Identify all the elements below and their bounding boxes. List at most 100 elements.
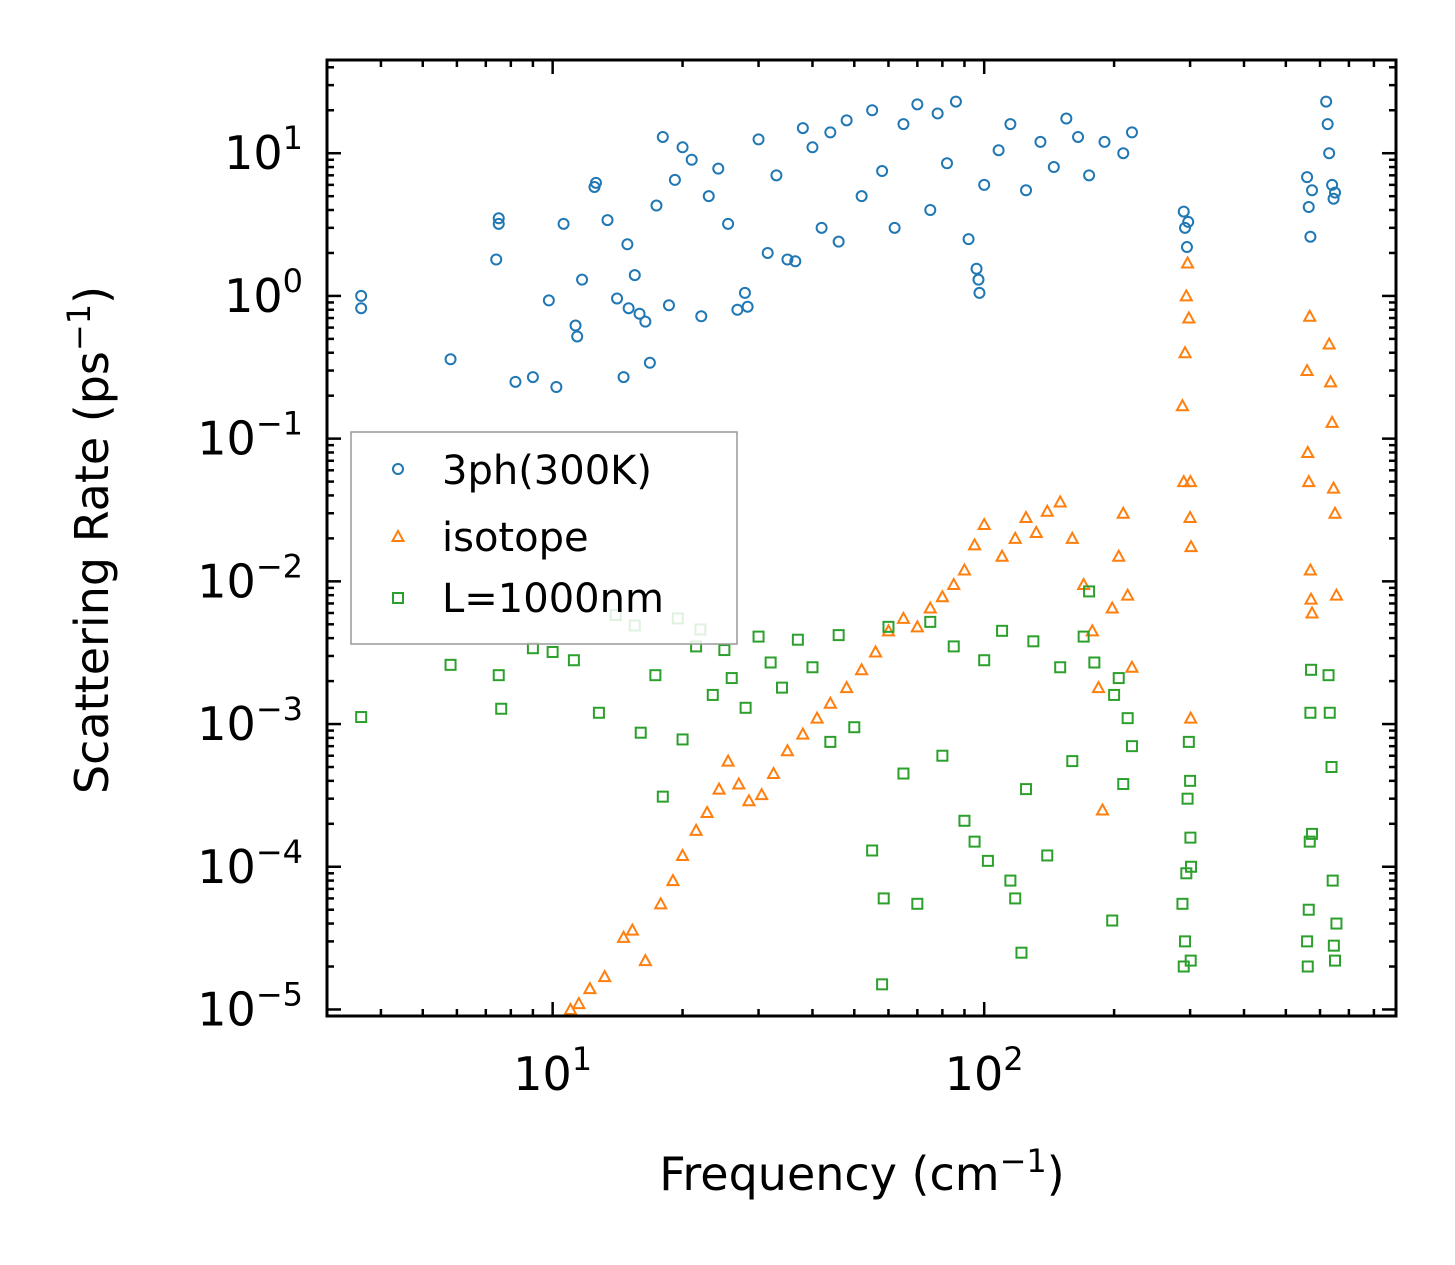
data-point: [492, 217, 505, 230]
data-point: [1018, 509, 1034, 524]
data-point: [656, 790, 669, 803]
data-point: [1179, 221, 1192, 234]
data-point: [848, 721, 861, 734]
data-point: [601, 214, 614, 227]
data-point: [1182, 215, 1195, 228]
data-point: [711, 781, 727, 795]
data-point: [977, 516, 992, 531]
data-point: [923, 600, 938, 614]
series-2: [355, 585, 1343, 991]
data-point: [1179, 288, 1194, 302]
data-point: [947, 640, 960, 653]
data-point: [656, 130, 669, 143]
data-point: [1083, 585, 1096, 598]
data-point: [1303, 591, 1319, 605]
data-point: [1326, 874, 1339, 887]
data-point: [1329, 186, 1342, 199]
data-point: [868, 644, 883, 658]
data-point: [1098, 135, 1111, 148]
data-point: [1323, 374, 1338, 388]
data-point: [1321, 336, 1337, 350]
data-point: [653, 896, 668, 910]
data-point: [739, 701, 752, 714]
x-tick-label-exp: 1: [572, 1040, 592, 1078]
y-axis-label-sup: −1: [60, 304, 98, 351]
data-point: [1065, 530, 1080, 544]
data-point: [1095, 802, 1110, 816]
data-point: [1120, 587, 1135, 601]
data-point: [832, 235, 845, 248]
data-point: [866, 844, 879, 857]
data-point: [597, 969, 612, 983]
data-point: [1306, 184, 1319, 197]
data-point: [1300, 444, 1315, 458]
data-point: [1322, 669, 1335, 682]
data-point: [718, 644, 731, 657]
data-point: [935, 589, 950, 603]
data-point: [931, 107, 944, 120]
data-point: [699, 804, 715, 819]
data-point: [1303, 835, 1316, 848]
data-point: [946, 576, 961, 591]
data-point: [576, 273, 589, 286]
data-point: [1303, 562, 1318, 576]
data-point: [1183, 474, 1198, 488]
data-point: [789, 255, 802, 268]
data-point: [542, 294, 555, 307]
data-point: [1327, 939, 1340, 952]
data-point: [1306, 827, 1319, 840]
data-point: [910, 619, 925, 633]
data-point: [643, 356, 656, 369]
y-tick-label-exp: −4: [256, 833, 303, 871]
y-tick-label-base: 10: [224, 126, 283, 180]
data-point: [1301, 171, 1314, 184]
data-point: [1304, 605, 1320, 619]
legend-label-3ph: 3ph(300K): [442, 448, 652, 494]
data-point: [824, 126, 837, 139]
data-point: [490, 253, 503, 266]
data-point: [770, 169, 783, 182]
data-point: [1008, 530, 1023, 544]
data-point: [1320, 95, 1333, 108]
x-tick-label-base: 10: [945, 1047, 1004, 1101]
legend-marker-isotope-triangle-icon: [390, 528, 406, 542]
scatter-points: [355, 95, 1344, 1015]
data-point: [495, 702, 508, 715]
data-point: [617, 371, 630, 384]
data-point: [823, 695, 838, 709]
y-tick-label-exp: −2: [256, 547, 303, 585]
data-point: [1125, 740, 1138, 753]
y-tick-label: 10−2: [197, 547, 303, 608]
data-point: [1182, 509, 1198, 524]
data-point: [1177, 205, 1190, 218]
data-point: [1181, 310, 1197, 324]
y-tick-label: 100: [224, 262, 303, 323]
y-tick-label-base: 10: [197, 697, 256, 751]
x-tick-label-base: 10: [513, 1047, 572, 1101]
data-point: [806, 141, 819, 154]
data-point: [881, 623, 896, 637]
data-point: [1180, 241, 1193, 254]
data-point: [1004, 118, 1017, 131]
data-point: [968, 835, 981, 848]
data-point: [741, 300, 754, 313]
data-point: [702, 190, 715, 203]
data-point: [1181, 792, 1194, 805]
data-point: [650, 199, 663, 212]
data-point: [972, 273, 985, 286]
data-point: [582, 981, 598, 995]
data-point: [1184, 831, 1197, 844]
data-point: [665, 873, 681, 887]
data-point: [731, 303, 744, 316]
data-point: [1004, 874, 1017, 887]
data-point: [1324, 414, 1340, 428]
data-point: [1304, 706, 1317, 719]
data-point: [1329, 587, 1344, 601]
data-point: [1121, 712, 1134, 725]
data-point: [970, 262, 983, 275]
data-point: [1179, 935, 1192, 948]
y-tick-label-exp: −5: [256, 975, 303, 1013]
y-tick-label: 101: [224, 119, 303, 180]
data-point: [621, 238, 634, 251]
data-point: [1180, 255, 1195, 269]
